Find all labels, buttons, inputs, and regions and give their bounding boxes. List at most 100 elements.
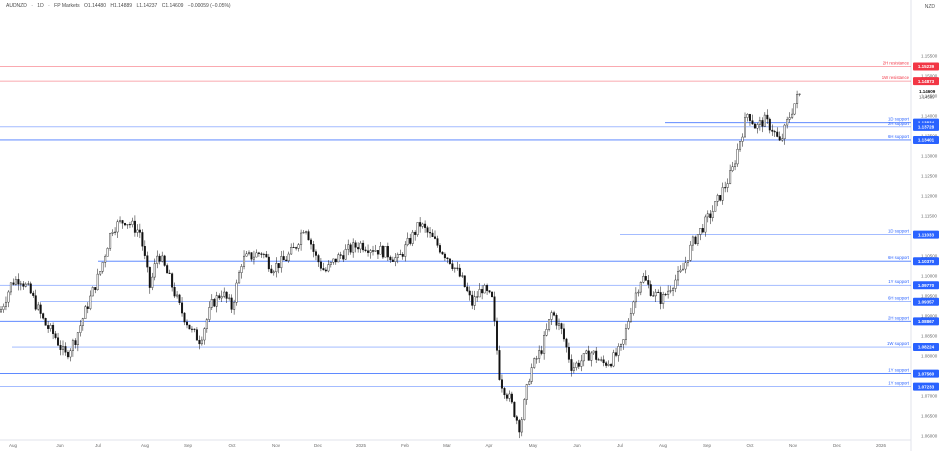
candle-body [257,252,260,254]
candle-body [158,255,161,262]
support-price-tag-text: 1.09770 [918,283,935,288]
candle-body [513,401,516,417]
support-level-label: 2H support [888,315,910,320]
candle-body [153,263,156,278]
candle-body [597,359,600,361]
timeframe-label[interactable]: 1D [37,3,44,9]
candle-body [443,253,446,259]
x-tick-label: Jun [56,443,64,448]
candle-body [741,136,744,142]
candle-body [555,315,558,326]
candle-body [270,268,273,274]
candle-body [7,291,10,303]
candle-body [364,249,367,251]
candle-body [27,283,30,285]
candle-body [639,282,642,293]
candle-body [44,318,47,326]
x-tick-label: Jul [617,443,623,448]
candle-body [225,291,228,299]
candle-body [756,124,759,129]
candle-body [510,393,513,403]
candle-body [86,306,89,309]
y-tick-label: 1.15500 [921,54,938,59]
close-value: C1.14609 [161,3,184,9]
candle-body [748,114,751,121]
candle-body [719,195,722,201]
y-tick-label: 1.07000 [921,394,938,399]
candle-body [39,304,42,314]
candle-body [466,286,469,292]
candle-body [560,323,563,329]
candle-body [302,232,305,234]
candle-body [4,301,7,307]
support-price-tag [913,135,939,144]
candle-body [729,170,732,184]
candle-body [208,307,211,320]
support-price-tag-text: 1.10370 [918,259,935,264]
candle-body [71,340,74,351]
candle-body [190,328,193,330]
candle-body [76,332,79,346]
x-tick-label: Dec [314,443,323,448]
candle-body [486,285,489,291]
candle-body [498,350,501,380]
candle-body [334,258,337,263]
candle-body [9,282,12,293]
candle-body [716,195,719,202]
candle-body [461,275,464,277]
candle-body [587,350,590,361]
candle-body [701,228,704,233]
candle-body [662,294,665,304]
candle-body [136,229,139,233]
candle-body [314,251,317,256]
candle-body [543,335,546,354]
candle-body [205,319,208,329]
candle-body [32,292,35,296]
candle-body [508,393,511,399]
candle-body [682,268,685,271]
candle-body [111,232,114,234]
candle-body [426,227,429,233]
candle-body [193,328,196,330]
candle-body [704,216,707,233]
support-price-tag-text: 1.08224 [918,345,935,350]
candle-body [585,350,588,354]
y-tick-label: 1.08500 [921,334,938,339]
candle-body [399,254,402,256]
candle-body [195,329,198,341]
symbol-label[interactable]: AUDNZD [6,3,27,9]
candle-body [726,183,729,188]
candle-body [476,296,479,298]
x-tick-label: Aug [141,443,150,448]
candle-body [185,321,188,326]
candle-body [781,138,784,141]
candle-body [657,291,660,293]
candle-body [550,312,553,320]
candle-body [133,220,136,233]
candle-body [768,118,771,131]
support-price-tag [913,297,939,306]
candle-body [525,384,528,400]
candle-body [446,257,449,260]
candle-body [419,222,422,227]
candle-body [629,313,632,322]
candle-body [783,124,786,139]
candle-body [620,344,623,347]
candle-body [34,295,37,310]
candle-body [565,338,568,348]
candle-body [173,287,176,297]
change-value: −0.00059 (−0.05%) [187,3,231,9]
candle-body [228,297,231,299]
candle-body [47,325,50,329]
support-level-label: 1D support [888,229,910,234]
candle-body [381,245,384,258]
open-value: O1.14480 [84,3,106,9]
y-tick-label: 1.10000 [921,274,938,279]
candle-body [667,290,670,295]
candle-body [203,328,206,341]
candle-body [672,288,675,291]
candle-body [255,252,258,258]
candle-body [488,290,491,293]
candle-body [644,276,647,281]
